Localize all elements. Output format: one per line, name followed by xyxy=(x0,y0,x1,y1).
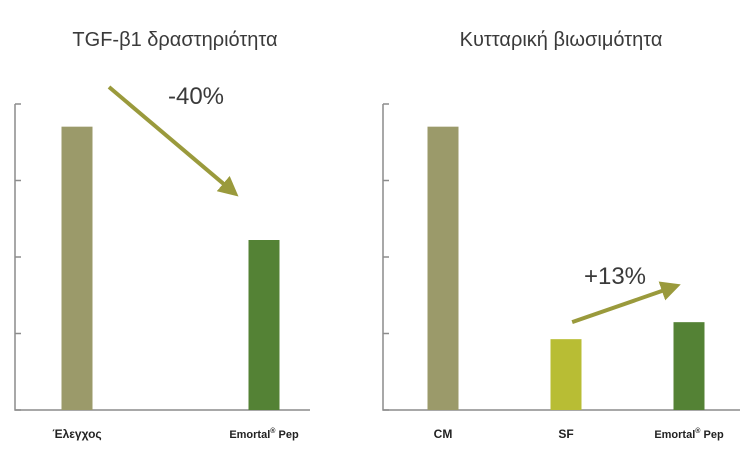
change-annotation: -40% xyxy=(168,83,224,110)
bar-0 xyxy=(61,126,93,411)
category-label-2: Emortal® Pep xyxy=(654,427,724,441)
chart-panel-tgf-beta1: TGF-β1 δραστηριότητα Έλεγχος Emortal® Pep… xyxy=(14,29,310,441)
bar-1 xyxy=(248,240,280,410)
bar-1 xyxy=(550,339,582,410)
category-label-1: SF xyxy=(558,427,573,441)
y-ticks xyxy=(383,103,389,411)
category-label-1: Emortal® Pep xyxy=(229,427,299,441)
category-labels: Έλεγχος Emortal® Pep xyxy=(52,427,299,441)
change-annotation: +13% xyxy=(584,263,646,290)
bars xyxy=(427,126,705,411)
bar-2 xyxy=(673,322,705,410)
bar-0 xyxy=(427,126,459,411)
trend-arrow xyxy=(107,85,239,197)
trend-arrow xyxy=(571,281,681,325)
category-labels: CM SF Emortal® Pep xyxy=(434,427,724,441)
category-label-0: CM xyxy=(434,427,453,441)
y-ticks xyxy=(15,103,21,411)
category-label-0: Έλεγχος xyxy=(52,427,101,441)
bars xyxy=(61,126,280,411)
chart-title: TGF-β1 δραστηριότητα xyxy=(72,29,277,51)
chart-panel-cell-viability: Κυτταρική βιωσιμότητα CM SF Emortal® Pep +… xyxy=(382,29,740,441)
chart-title: Κυτταρική βιωσιμότητα xyxy=(460,29,663,51)
